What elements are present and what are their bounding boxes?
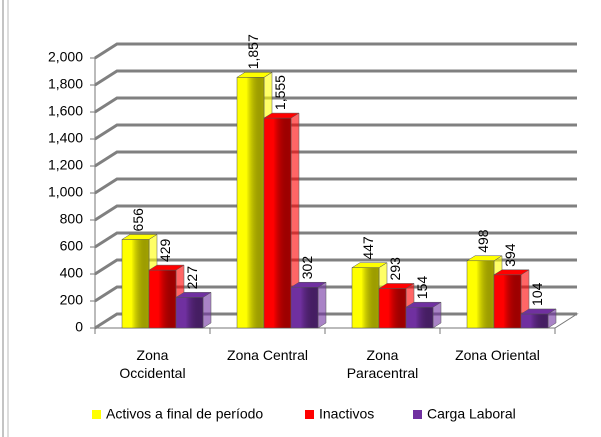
data-label: 154 [414, 276, 430, 300]
data-label: 1,857 [245, 34, 261, 69]
y-tick-label: 800 [60, 211, 84, 227]
y-tick-label: 2,000 [48, 49, 83, 65]
bar-top [236, 72, 273, 78]
legend-label: Inactivos [319, 406, 374, 422]
x-tick-label: Zona Central [227, 347, 308, 363]
grid-line [94, 42, 577, 60]
bar-top [351, 262, 388, 268]
bar-shade [520, 313, 549, 329]
bar-top [121, 234, 158, 240]
x-tick-label: Zona Oriental [455, 347, 540, 363]
data-label: 1,555 [272, 75, 288, 110]
legend-swatch [413, 410, 422, 419]
bar-top [493, 269, 530, 276]
bar-top [148, 264, 185, 271]
y-tick-label: 600 [60, 238, 84, 254]
bar-side [317, 281, 327, 329]
bar-top [405, 301, 442, 308]
grid-line [94, 69, 577, 87]
data-label: 104 [529, 282, 545, 306]
bar-shade [493, 274, 522, 329]
grid-line [94, 204, 577, 222]
bar-shade [236, 77, 265, 329]
grid-line [94, 96, 577, 114]
y-tick-label: 1,800 [48, 76, 83, 92]
grid-line [94, 258, 577, 276]
legend-swatch [305, 410, 314, 419]
bar-shade [405, 306, 434, 329]
bar-shade [290, 286, 319, 329]
y-tick-label: 1,600 [48, 103, 83, 119]
bar-shade [351, 267, 380, 329]
grid-line [94, 231, 577, 249]
bar-shade [175, 297, 204, 329]
grid-line [94, 123, 577, 141]
bar-top [175, 292, 212, 298]
data-label: 394 [502, 243, 518, 267]
bar-top [263, 112, 300, 119]
x-tick-label: Zona Paracentral [346, 347, 419, 381]
legend-label: Activos a final de período [106, 406, 263, 422]
y-tick-label: 0 [75, 319, 83, 335]
grid-line [94, 285, 577, 303]
data-label: 429 [157, 239, 173, 263]
y-tick-label: 400 [60, 265, 84, 281]
bar-top [466, 255, 503, 262]
bar-top [290, 281, 327, 288]
bar-shade [466, 260, 495, 329]
bar-top [378, 283, 415, 289]
bar-shade [148, 269, 177, 329]
data-label: 227 [184, 266, 200, 290]
data-label: 293 [387, 257, 403, 281]
bar-side [202, 291, 212, 329]
bar-shade [378, 288, 407, 329]
data-label: 447 [360, 236, 376, 260]
y-tick-label: 1,000 [48, 184, 83, 200]
data-label: 498 [475, 229, 491, 253]
y-tick-label: 1,200 [48, 157, 83, 173]
x-tick-label: Zona Occidental [119, 347, 186, 381]
y-tick-label: 200 [60, 292, 84, 308]
bar-shade [263, 117, 292, 329]
grid-line [94, 177, 577, 195]
data-label: 302 [299, 256, 315, 280]
legend-swatch [92, 410, 101, 419]
legend-label: Carga Laboral [427, 406, 516, 422]
data-label: 656 [130, 208, 146, 232]
bar-shade [121, 239, 150, 329]
grid-line [94, 150, 577, 168]
bar-top [520, 308, 557, 315]
y-tick-label: 1,400 [48, 130, 83, 146]
